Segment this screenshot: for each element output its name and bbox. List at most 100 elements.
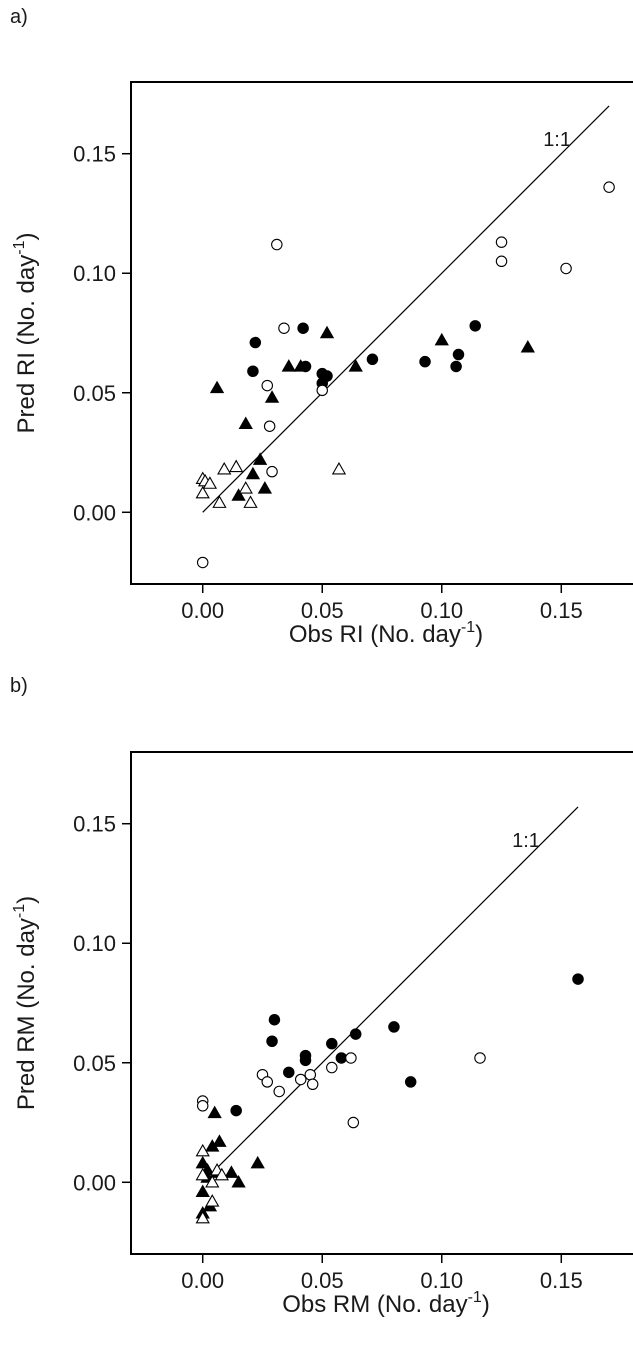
data-point-filled-circle — [450, 360, 462, 373]
data-point-filled-triangle — [520, 340, 535, 353]
y-tick-label: 0.15 — [73, 812, 116, 837]
panel-label: a) — [10, 6, 28, 28]
x-tick-label: 0.15 — [540, 598, 583, 623]
data-point-filled-triangle — [231, 488, 246, 501]
data-point-open-circle — [304, 1068, 317, 1081]
data-point-open-circle — [306, 1078, 319, 1091]
data-point-open-triangle — [195, 1167, 210, 1181]
data-point-filled-circle — [404, 1076, 417, 1088]
data-point-open-circle — [316, 384, 328, 397]
data-point-open-circle — [474, 1052, 486, 1064]
y-axis-label-superscript: -1 — [11, 904, 28, 918]
x-axis-label-close: ) — [475, 621, 483, 648]
data-point-filled-triangle — [250, 1155, 265, 1169]
data-point-filled-circle — [299, 1054, 312, 1067]
data-point-filled-triangle — [293, 359, 308, 372]
panel-b: b) 0.00 0.05 0.10 0.15 0.00 0.05 0.10 0.15 Obs RM… — [10, 675, 633, 1318]
data-point-open-circle — [271, 238, 283, 251]
reference-line-label: 1:1 — [543, 129, 571, 151]
data-point-open-circle — [263, 420, 276, 432]
data-point-open-triangle — [195, 1143, 210, 1157]
data-point-open-triangle — [195, 1210, 210, 1224]
data-point-open-triangle — [195, 485, 210, 499]
y-tick-label: 0.00 — [73, 1170, 116, 1195]
x-axis-label-superscript: -1 — [468, 1289, 482, 1306]
x-tick-label: 0.15 — [540, 1268, 583, 1293]
data-point-open-circle — [603, 181, 615, 193]
data-point-open-circle — [326, 1061, 338, 1074]
data-point-filled-circle — [469, 320, 481, 332]
data-point-filled-triangle — [252, 452, 268, 465]
y-axis-label: Pred RM (No. day-1) — [11, 896, 40, 1110]
data-point-filled-triangle — [281, 359, 296, 372]
panel-label: b) — [10, 675, 28, 697]
y-tick-label: 0.10 — [73, 931, 116, 956]
data-point-filled-circle — [572, 973, 584, 985]
y-tick-label: 0.10 — [73, 261, 116, 286]
data-point-open-triangle — [212, 495, 227, 508]
x-axis-label-close: ) — [482, 1291, 490, 1318]
y-axis-label-text: Pred RI (No. day — [13, 255, 40, 434]
data-point-open-circle — [273, 1085, 285, 1098]
data-point-open-circle — [345, 1052, 357, 1064]
y-axis-label-superscript: -1 — [11, 240, 28, 254]
data-point-filled-triangle — [319, 325, 335, 339]
data-point-filled-triangle — [209, 380, 225, 394]
data-point-filled-circle — [388, 1021, 400, 1033]
data-point-filled-triangle — [434, 332, 449, 346]
data-point-filled-circle — [366, 353, 379, 366]
data-point-open-circle — [278, 322, 290, 334]
data-point-open-triangle — [202, 476, 218, 489]
x-axis-label: Obs RM (No. day-1) — [282, 1289, 490, 1318]
data-point-filled-triangle — [224, 1165, 239, 1178]
data-point-filled-triangle — [231, 1174, 246, 1188]
data-point-filled-circle — [349, 1028, 362, 1040]
data-point-filled-circle — [266, 1035, 278, 1047]
x-tick-label: 0.00 — [181, 1268, 224, 1293]
y-axis-label-text: Pred RM (No. day — [13, 918, 40, 1110]
data-point-filled-circle — [321, 370, 333, 382]
data-point-open-circle — [261, 1076, 274, 1088]
y-tick-label: 0.15 — [73, 142, 116, 167]
data-point-filled-circle — [452, 348, 465, 361]
x-axis-label-text: Obs RI (No. day — [289, 621, 461, 648]
data-point-filled-triangle — [257, 481, 273, 494]
y-axis-label: Pred RI (No. day-1) — [11, 233, 40, 434]
data-point-open-circle — [266, 465, 278, 478]
y-tick-label: 0.05 — [73, 381, 116, 406]
data-point-filled-triangle — [348, 359, 363, 372]
data-point-open-triangle — [217, 461, 232, 475]
reference-line-1to1 — [202, 806, 579, 1183]
data-point-open-circle — [560, 262, 572, 275]
data-point-filled-circle — [249, 336, 262, 349]
x-axis-label-text: Obs RM (No. day — [282, 1291, 467, 1318]
reference-line-label: 1:1 — [512, 830, 540, 852]
data-point-filled-circle — [247, 365, 259, 377]
x-tick-label: 0.10 — [420, 598, 463, 623]
data-point-filled-circle — [335, 1052, 348, 1064]
x-tick-label: 0.05 — [301, 1268, 344, 1293]
data-point-open-triangle — [205, 1194, 220, 1207]
y-tick-label: 0.05 — [73, 1051, 116, 1076]
data-point-open-circle — [495, 255, 508, 268]
panel-a: a) 0.00 0.05 0.10 0.15 0.00 0.05 0.10 0.15 Obs RI… — [10, 6, 633, 648]
data-point-filled-triangle — [264, 390, 280, 403]
y-tick-label: 0.00 — [73, 500, 116, 525]
data-point-filled-circle — [268, 1013, 281, 1026]
data-point-filled-triangle — [245, 466, 261, 480]
data-point-open-circle — [261, 379, 274, 392]
x-tick-label: 0.05 — [301, 598, 344, 623]
data-point-open-triangle — [229, 459, 244, 473]
data-point-filled-circle — [419, 355, 431, 368]
data-point-filled-triangle — [195, 1184, 210, 1198]
y-axis-label-close: ) — [13, 896, 40, 904]
data-point-filled-circle — [326, 1037, 338, 1050]
x-axis-label-superscript: -1 — [461, 619, 475, 636]
data-point-open-circle — [196, 1100, 209, 1112]
x-tick-label: 0.00 — [181, 598, 224, 623]
data-point-filled-circle — [283, 1066, 295, 1079]
plot-frame — [130, 81, 633, 585]
x-axis-label: Obs RI (No. day-1) — [289, 619, 483, 648]
data-point-open-circle — [196, 556, 209, 569]
